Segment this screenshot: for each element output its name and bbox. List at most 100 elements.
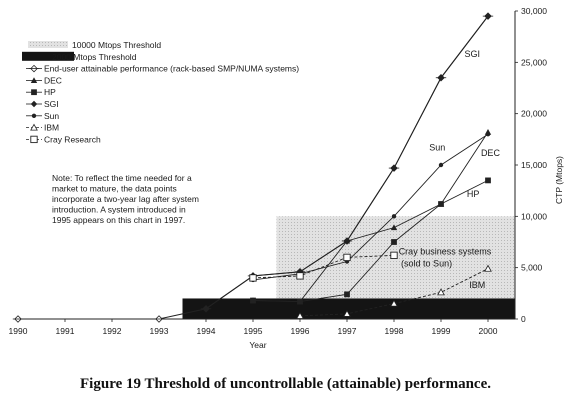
axes: 1990 1991 1992 1993 1994 1995 1996 1997 1998 1999… (9, 6, 548, 336)
legend-item: End-user attainable performance (rack-ba… (26, 64, 299, 74)
data-point (437, 74, 445, 81)
x-tick-label: 1995 (244, 326, 263, 336)
x-tick-label: 1997 (338, 326, 357, 336)
y-axis-title: CTP (Mtops) (554, 156, 564, 204)
y-tick-label: 0 (521, 314, 526, 324)
x-tick-label: 1996 (291, 326, 310, 336)
data-point (250, 297, 256, 304)
data-point (437, 288, 445, 296)
legend-item: IBM (26, 123, 59, 133)
data-point (343, 253, 351, 262)
note-line: market to mature, the data points (52, 184, 177, 194)
legend-label: 2000 Mtops Threshold (52, 52, 137, 62)
legend-swatch (26, 123, 42, 131)
data-point (485, 132, 491, 137)
series-annotation: Cray business systems (399, 246, 492, 256)
legend-item: 2000 Mtops Threshold (22, 51, 137, 62)
y-tick-label: 5,000 (521, 263, 543, 273)
legend-marker (31, 113, 37, 119)
series-cray-research (249, 251, 398, 282)
data-point (484, 12, 492, 20)
legend-swatch (26, 135, 42, 144)
x-tick-label: 1994 (197, 326, 216, 336)
data-point (249, 274, 257, 282)
legend-swatch (26, 113, 42, 119)
data-point (390, 299, 398, 307)
legend-label: End-user attainable performance (rack-ba… (44, 64, 299, 74)
series-hp (250, 177, 491, 305)
legend-swatch (26, 89, 42, 96)
legend-label: IBM (44, 123, 59, 133)
legend: 10000 Mtops Threshold 2000 Mtops Threshol… (22, 40, 299, 144)
legend-marker (30, 77, 38, 83)
series-annotation: (sold to Sun) (401, 259, 452, 269)
series-annotation: SGI (465, 49, 481, 59)
note-line: introduction. A system introduced in (52, 205, 186, 215)
data-point (390, 224, 398, 231)
legend-label: HP (44, 87, 56, 97)
data-point (484, 264, 492, 272)
data-point (297, 298, 303, 305)
y-tick-label: 25,000 (521, 57, 547, 67)
data-point (202, 305, 210, 312)
data-point (344, 291, 350, 298)
legend-label: SGI (44, 99, 59, 109)
threshold-regions (182, 216, 515, 319)
legend-marker (30, 123, 38, 131)
y-tick-label: 20,000 (521, 109, 547, 119)
y-tick-label: 15,000 (521, 160, 547, 170)
legend-swatch (26, 64, 42, 73)
threshold-2000-region (182, 298, 515, 319)
legend-item: DEC (26, 75, 62, 85)
x-tick-label: 1991 (56, 326, 75, 336)
x-tick-label: 2000 (479, 326, 498, 336)
legend-label: Sun (44, 111, 59, 121)
series-line (252, 179, 489, 302)
annotations: SGI Sun DEC HP IBM Cray business systems (sold… (399, 49, 501, 290)
series-line (252, 133, 489, 281)
note-line: incorporate a two-year lag after system (52, 194, 199, 204)
series-line (252, 254, 395, 279)
x-tick-label: 1990 (9, 326, 28, 336)
x-axis-title: Year (249, 340, 266, 350)
x-tick-label: 1992 (103, 326, 122, 336)
data-point (391, 239, 397, 245)
data-point (343, 237, 351, 245)
series-group (12, 12, 494, 323)
legend-label: DEC (44, 75, 62, 85)
x-tick-label: 1999 (432, 326, 451, 336)
y-tick-label: 10,000 (521, 211, 547, 221)
series-annotation: IBM (469, 280, 485, 290)
series-annotation: DEC (481, 148, 501, 158)
data-point (390, 251, 398, 259)
data-point (391, 214, 397, 219)
legend-item: Cray Research (26, 134, 101, 144)
data-point (296, 272, 304, 280)
legend-item: SGI (26, 99, 59, 109)
data-point (390, 164, 398, 172)
legend-swatch (26, 100, 42, 108)
x-tick-label: 1993 (150, 326, 169, 336)
legend-item: HP (26, 87, 56, 97)
legend-swatch (22, 51, 74, 61)
x-tick-label: 1998 (385, 326, 404, 336)
legend-marker (30, 100, 38, 108)
chart-note: Note: To reflect the time needed for a ma… (52, 173, 199, 225)
legend-label: Cray Research (44, 134, 101, 144)
legend-marker (31, 89, 37, 96)
legend-swatch (28, 41, 68, 48)
data-point (296, 311, 304, 319)
legend-marker (30, 135, 38, 144)
note-line: Note: To reflect the time needed for a (52, 173, 192, 183)
legend-item: 10000 Mtops Threshold (28, 40, 161, 50)
legend-item: Sun (26, 111, 59, 121)
legend-swatch (26, 77, 42, 83)
data-point (485, 177, 491, 184)
data-point (438, 201, 444, 207)
figure-caption: Figure 19 Threshold of uncontrollable (a… (80, 376, 491, 392)
data-point (438, 162, 444, 168)
series-annotation: Sun (429, 143, 445, 153)
note-line: 1995 appears on this chart in 1997. (52, 215, 185, 225)
data-point (343, 309, 351, 317)
